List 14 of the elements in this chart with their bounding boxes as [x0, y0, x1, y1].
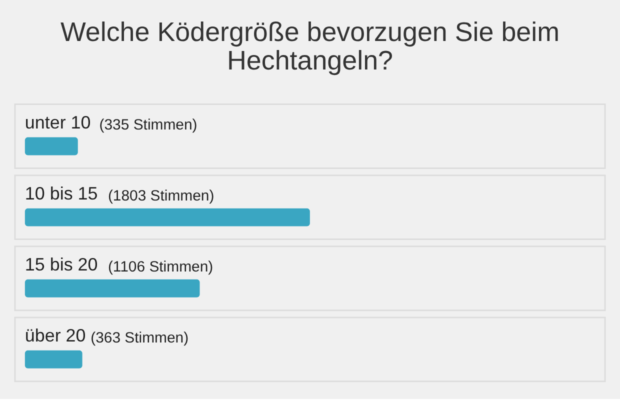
data-label: (335 Stimmen)	[99, 116, 198, 134]
y-tick-label: 10 bis 15	[24, 183, 98, 204]
y-tick-label: unter 10	[24, 112, 91, 132]
y-tick-label: über 20	[24, 325, 86, 346]
data-label: (1803 Stimmen)	[108, 187, 214, 204]
text: Hechtangeln?	[226, 46, 394, 76]
text: Welche Ködergröße bevorzugen Sie beim	[60, 16, 560, 47]
bar	[24, 137, 78, 156]
y-tick-label: 15 bis 20	[24, 254, 98, 274]
data-label: (363 Stimmen)	[90, 329, 189, 346]
bar	[24, 350, 82, 368]
bar	[24, 208, 310, 226]
bar	[24, 279, 200, 298]
data-label: (1106 Stimmen)	[108, 258, 214, 276]
